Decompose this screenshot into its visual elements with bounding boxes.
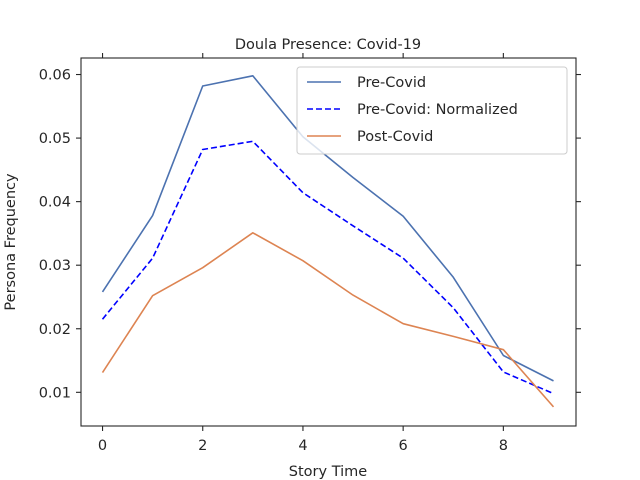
plot-area: 0 2 4 6 8 0.01 0.02 0.03 0.04 0.05 0.06 Pre-Covid Pr…	[39, 53, 581, 454]
legend-label-3: Post-Covid	[357, 129, 433, 145]
series-line-2	[101, 140, 554, 395]
legend-box	[296, 66, 568, 155]
plot-frame	[80, 57, 577, 427]
legend-label-1: Pre-Covid	[357, 75, 426, 91]
x-tick-label: 6	[399, 438, 408, 454]
series-line-1	[101, 75, 554, 382]
y-tick-label: 0.05	[39, 131, 71, 147]
legend-label-2: Pre-Covid: Normalized	[357, 102, 518, 118]
x-tick-label: 2	[198, 438, 207, 454]
y-axis-label: Persona Frequency	[3, 173, 19, 311]
y-tick-label: 0.04	[39, 195, 71, 211]
y-tick-label: 0.02	[39, 322, 71, 338]
y-tick-label: 0.01	[39, 385, 71, 401]
chart-title: Doula Presence: Covid-19	[235, 37, 421, 53]
x-tick-label: 8	[499, 438, 508, 454]
series-line-3	[101, 232, 555, 408]
y-tick-label: 0.03	[39, 258, 71, 274]
x-axis-label: Story Time	[289, 464, 367, 480]
x-tick-label: 4	[298, 438, 307, 454]
y-tick-label: 0.06	[39, 68, 71, 84]
x-tick-label: 0	[98, 438, 107, 454]
